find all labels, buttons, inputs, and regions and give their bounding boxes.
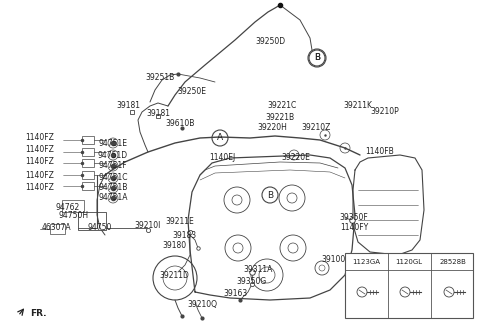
Text: 1140FY: 1140FY — [340, 224, 368, 232]
Bar — [82, 182, 94, 190]
Text: 1140EJ: 1140EJ — [209, 153, 235, 162]
Text: 39211K: 39211K — [344, 101, 372, 111]
Text: 39210Q: 39210Q — [187, 300, 217, 308]
Text: 39250D: 39250D — [255, 37, 285, 46]
Text: A: A — [217, 134, 223, 142]
Text: 94751C: 94751C — [98, 174, 128, 183]
Text: 39311A: 39311A — [243, 266, 273, 275]
Text: 39350G: 39350G — [237, 278, 267, 287]
Text: 39220E: 39220E — [282, 153, 311, 162]
Text: B: B — [314, 54, 320, 62]
Text: 39181: 39181 — [146, 109, 170, 118]
Bar — [78, 212, 106, 230]
Text: 28528B: 28528B — [440, 259, 467, 265]
Bar — [345, 253, 473, 318]
Text: 39183: 39183 — [172, 230, 196, 240]
Text: 94751B: 94751B — [98, 184, 128, 192]
Text: 39210P: 39210P — [371, 108, 399, 116]
Text: 94750: 94750 — [88, 224, 112, 232]
Text: 39251B: 39251B — [145, 73, 175, 83]
Text: 1140FZ: 1140FZ — [25, 172, 54, 180]
Text: 94751F: 94751F — [99, 162, 127, 171]
Text: 94751A: 94751A — [98, 193, 128, 202]
Text: 1140FZ: 1140FZ — [25, 134, 54, 142]
Text: 39181: 39181 — [116, 101, 140, 111]
Text: 39210I: 39210I — [135, 220, 161, 229]
Text: B: B — [314, 54, 320, 62]
Text: 94750H: 94750H — [59, 212, 89, 220]
Text: B: B — [267, 190, 273, 200]
Text: 1140FB: 1140FB — [366, 148, 395, 157]
Bar — [82, 136, 94, 144]
Text: 39350F: 39350F — [340, 214, 368, 223]
Text: 94762: 94762 — [56, 202, 80, 212]
Bar — [82, 159, 94, 167]
Text: 39610B: 39610B — [165, 120, 195, 128]
Text: 94751D: 94751D — [98, 150, 128, 160]
Bar — [82, 148, 94, 156]
Text: 39220H: 39220H — [257, 124, 287, 133]
Text: 39210Z: 39210Z — [301, 124, 331, 133]
Text: FR.: FR. — [30, 308, 47, 318]
Text: 39100: 39100 — [322, 255, 346, 265]
Text: 46307A: 46307A — [41, 224, 71, 232]
Text: 1140FZ: 1140FZ — [25, 158, 54, 166]
Text: 39221B: 39221B — [265, 113, 295, 123]
Bar — [62, 200, 84, 212]
Text: 1140FZ: 1140FZ — [25, 146, 54, 154]
Bar — [82, 171, 94, 179]
Text: 1123GA: 1123GA — [352, 259, 380, 265]
Bar — [50, 224, 65, 234]
Text: 39180: 39180 — [162, 241, 186, 251]
Text: 1140FZ: 1140FZ — [25, 184, 54, 192]
Text: 39211D: 39211D — [159, 270, 189, 280]
Text: 94751E: 94751E — [98, 138, 128, 148]
Text: 39163: 39163 — [224, 289, 248, 297]
Text: 39211E: 39211E — [166, 217, 194, 227]
Text: 39250E: 39250E — [178, 87, 206, 97]
Text: 39221C: 39221C — [267, 101, 297, 111]
Text: 1120GL: 1120GL — [396, 259, 422, 265]
